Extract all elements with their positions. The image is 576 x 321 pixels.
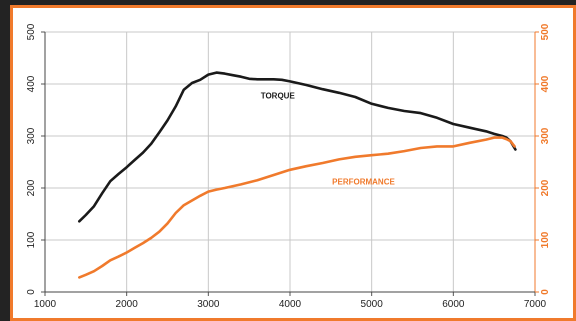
- axes: [41, 31, 539, 296]
- x-tick-label: 3000: [197, 299, 220, 310]
- y-tick-label-left: 100: [26, 231, 37, 248]
- series: [78, 71, 517, 279]
- y-tick-label-right: 300: [540, 127, 551, 144]
- y-tick-label-right: 400: [540, 75, 551, 92]
- x-tick-label: 6000: [442, 299, 465, 310]
- x-tick-label: 2000: [116, 299, 139, 310]
- performance-line: [78, 136, 516, 279]
- torque-label: TORQUE: [261, 92, 296, 101]
- y-tick-label-left: 500: [26, 23, 37, 40]
- y-tick-label-left: 400: [26, 75, 37, 92]
- tick-labels: 1000 2000 3000 4000 5000 6000 7000010020030040…: [26, 23, 551, 310]
- series-labels: TORQUE PERFORMANCE: [261, 92, 396, 187]
- x-tick-label: 1000: [34, 299, 57, 310]
- y-tick-label-left: 300: [26, 127, 37, 144]
- y-tick-label-right: 0: [540, 289, 551, 295]
- y-tick-label-right: 100: [540, 231, 551, 248]
- grid: [45, 31, 536, 292]
- torque-line: [78, 71, 517, 223]
- y-tick-label-left: 0: [26, 289, 37, 295]
- x-tick-label: 4000: [279, 299, 302, 310]
- y-tick-label-right: 200: [540, 179, 551, 196]
- x-tick-label: 7000: [524, 299, 547, 310]
- y-tick-label-left: 200: [26, 179, 37, 196]
- x-tick-label: 5000: [361, 299, 384, 310]
- y-tick-label-right: 500: [540, 23, 551, 40]
- torque-performance-chart: 1000 2000 3000 4000 5000 6000 7000010020030040…: [26, 23, 551, 310]
- chart-panel: 1000 2000 3000 4000 5000 6000 7000 0 100 200 300 40…: [13, 8, 573, 318]
- performance-label: PERFORMANCE: [332, 177, 395, 186]
